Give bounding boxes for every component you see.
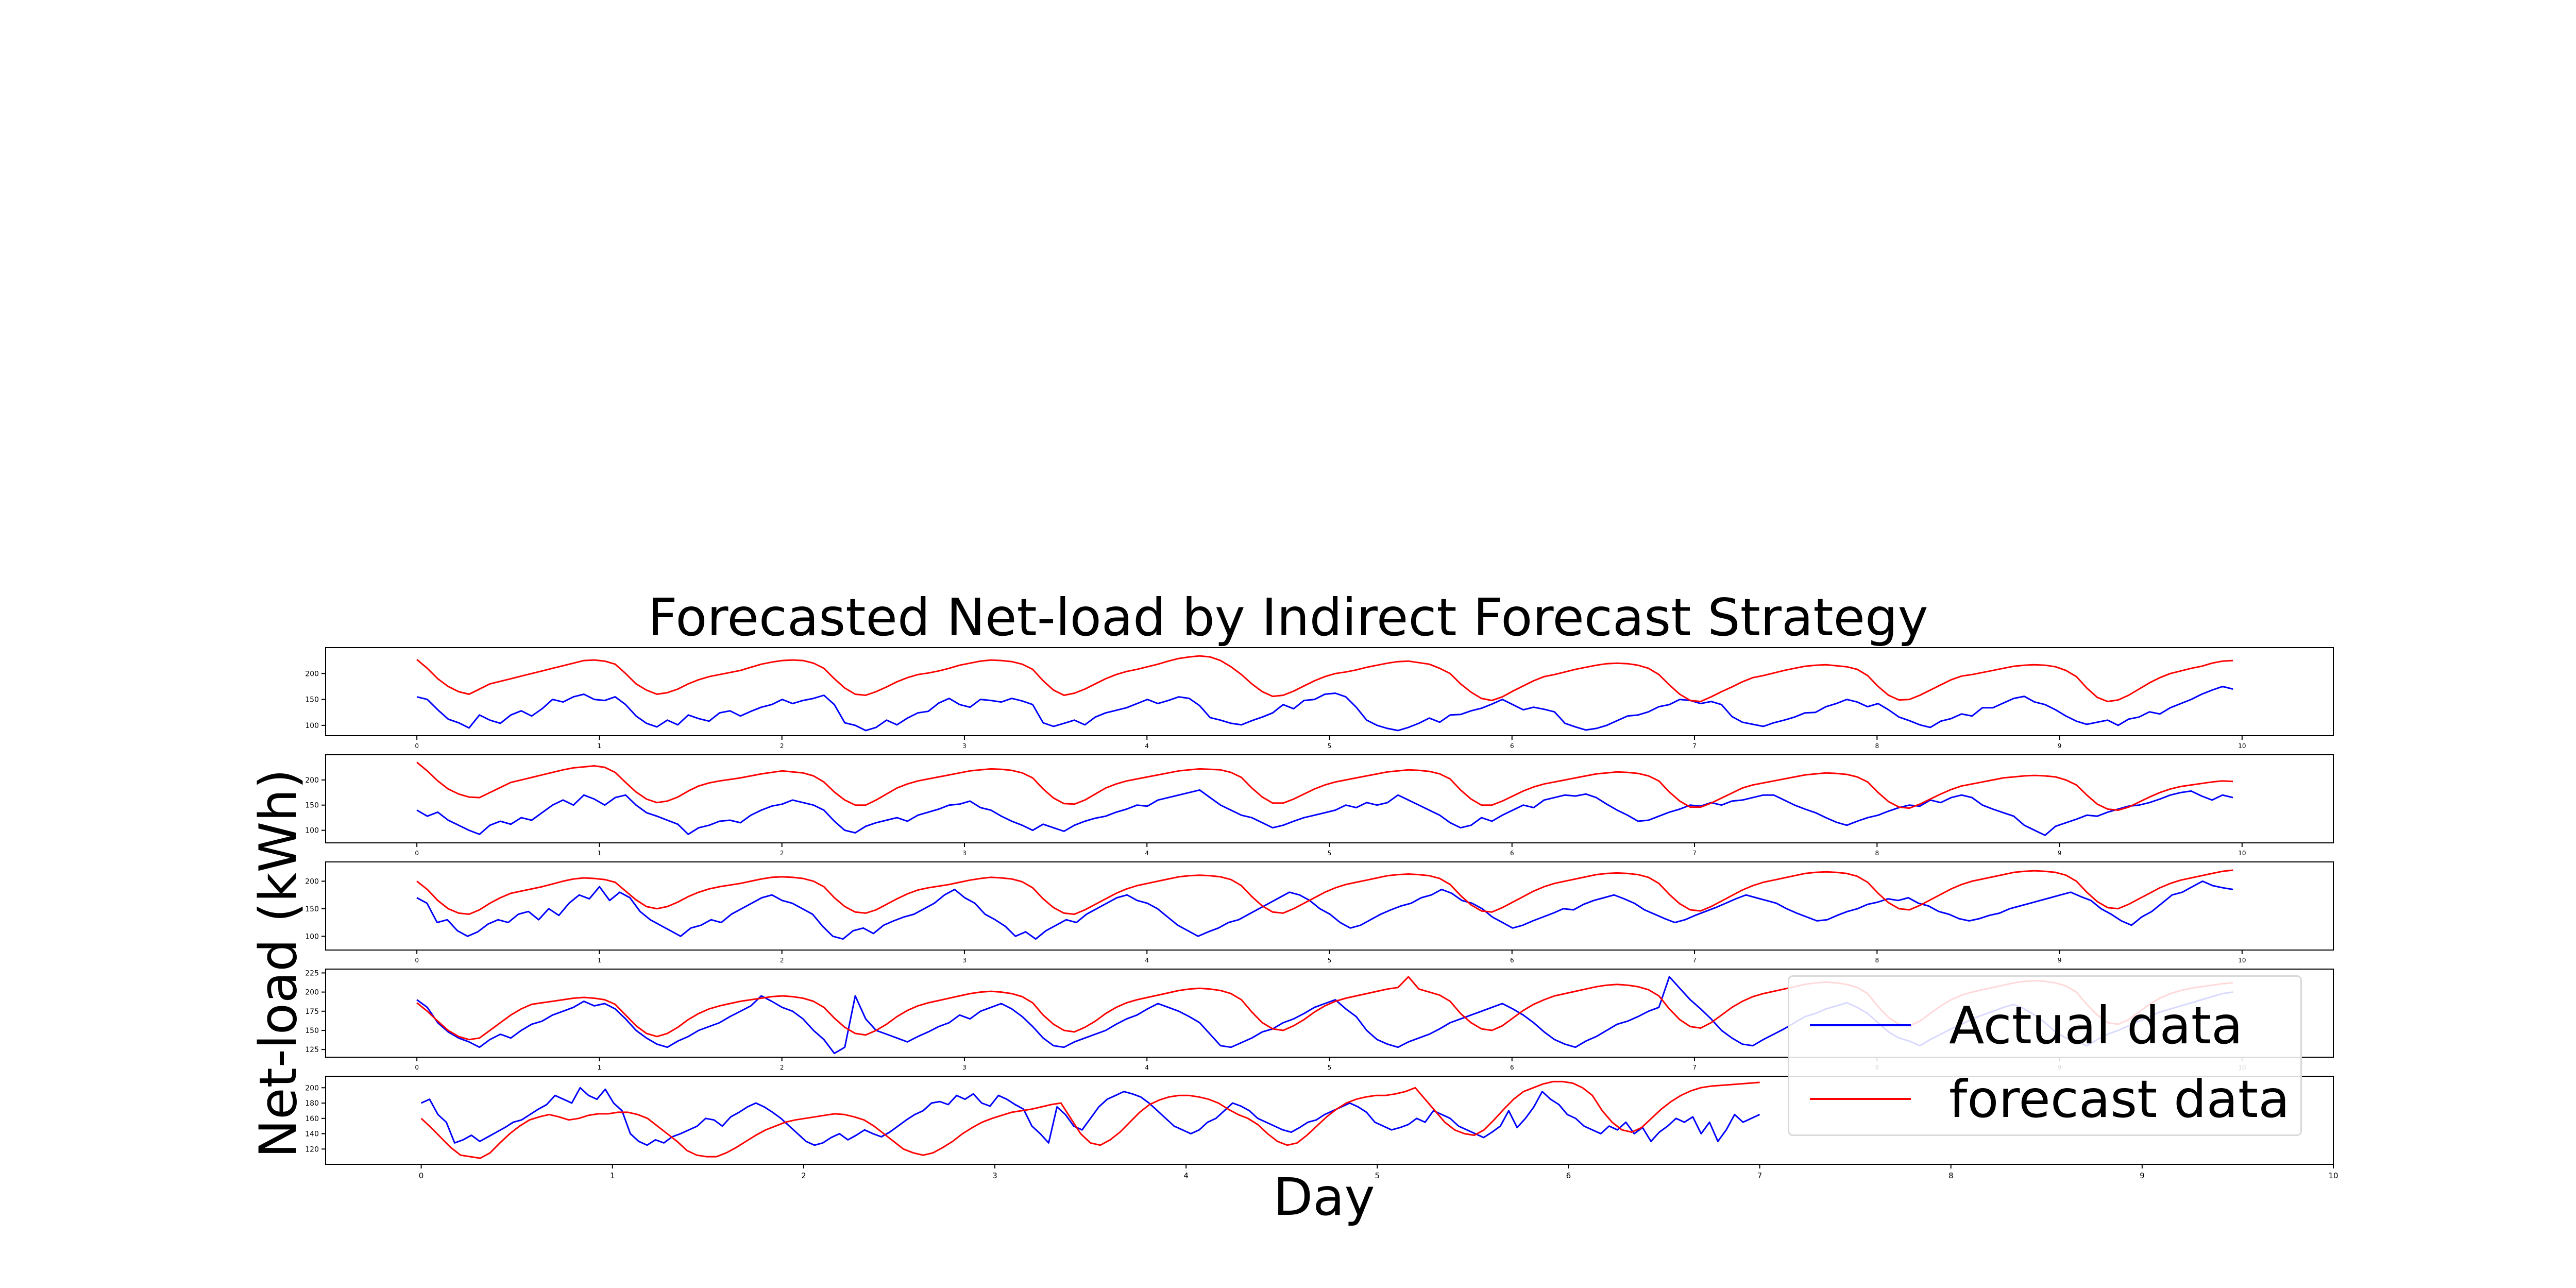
y-tick-label: 100: [305, 827, 319, 835]
x-tick-label: 8: [1948, 1171, 1954, 1180]
x-tick-label: 9: [2058, 850, 2062, 857]
x-tick-label: 5: [1328, 742, 1332, 750]
x-tick-label: 9: [2140, 1171, 2145, 1180]
subplot-frame: [325, 861, 2334, 951]
x-tick-label: 1: [610, 1171, 615, 1180]
x-tick-label: 6: [1510, 742, 1514, 750]
y-tick-label: 120: [305, 1145, 319, 1154]
y-tick-label: 150: [305, 905, 319, 913]
subplot-frame: [325, 647, 2334, 736]
y-tick-label: 200: [305, 776, 319, 785]
x-tick-label: 4: [1145, 850, 1149, 857]
x-tick-label: 6: [1510, 850, 1514, 857]
series-line-actual-data: [416, 789, 2233, 836]
y-tick-label: 100: [305, 722, 319, 730]
series-line-forecast-data: [416, 655, 2233, 703]
x-tick-label: 1: [598, 742, 602, 750]
y-axis-label: Net-load (kWh): [248, 769, 309, 1158]
x-tick-label: 1: [598, 957, 602, 964]
legend-item-forecast: forecast data: [1810, 1069, 2290, 1129]
series-line-actual-data: [416, 685, 2233, 732]
y-tick-label: 200: [305, 670, 319, 678]
y-tick-label: 200: [305, 877, 319, 886]
legend-swatch-actual: [1810, 1024, 1911, 1026]
x-tick-label: 1: [598, 850, 602, 857]
y-tick-label: 125: [305, 1046, 319, 1054]
x-tick-label: 3: [962, 1064, 967, 1071]
x-tick-label: 8: [1875, 742, 1879, 750]
x-tick-label: 3: [962, 742, 967, 750]
y-tick-label: 200: [305, 989, 319, 997]
x-tick-label: 8: [1875, 850, 1879, 857]
x-tick-label: 9: [2058, 742, 2062, 750]
series-line-forecast-data: [416, 869, 2233, 915]
x-tick-label: 6: [1566, 1171, 1571, 1180]
x-tick-label: 5: [1328, 957, 1332, 964]
legend: Actual data forecast data: [1788, 975, 2302, 1136]
x-tick-label: 3: [962, 850, 967, 857]
x-tick-label: 2: [780, 850, 784, 857]
subplot-1: 0 1 2 3 4 5 6 7 8 9 10 100 150 200: [305, 647, 2334, 750]
series-line-actual-data: [416, 880, 2233, 940]
y-tick-label: 160: [305, 1115, 319, 1123]
x-tick-label: 0: [415, 957, 419, 964]
legend-swatch-forecast: [1810, 1098, 1911, 1100]
x-tick-label: 0: [415, 1064, 419, 1071]
series-line-forecast-data: [420, 1080, 1760, 1159]
x-tick-label: 7: [1692, 957, 1697, 964]
x-tick-label: 8: [1875, 957, 1879, 964]
y-tick-label: 180: [305, 1099, 319, 1108]
x-tick-label: 0: [415, 742, 419, 750]
x-tick-label: 7: [1692, 742, 1697, 750]
x-tick-label: 6: [1510, 957, 1514, 964]
x-axis-label: Day: [1273, 1167, 1375, 1227]
y-tick-label: 150: [305, 1027, 319, 1035]
x-tick-label: 4: [1183, 1171, 1189, 1180]
legend-label-forecast: forecast data: [1949, 1069, 2290, 1129]
y-tick-label: 225: [305, 969, 319, 977]
series-line-actual-data: [420, 1087, 1760, 1146]
subplot-2: 0 1 2 3 4 5 6 7 8 9 10 100 150 200: [305, 754, 2334, 857]
x-tick-label: 0: [419, 1171, 424, 1180]
x-tick-label: 1: [598, 1064, 602, 1071]
x-tick-label: 10: [2238, 957, 2246, 964]
x-tick-label: 2: [780, 742, 784, 750]
x-tick-label: 9: [2058, 957, 2062, 964]
y-tick-label: 175: [305, 1008, 319, 1016]
x-tick-label: 5: [1328, 1064, 1332, 1071]
x-tick-label: 2: [780, 957, 784, 964]
subplot-3: 0 1 2 3 4 5 6 7 8 9 10 100 150 200: [305, 861, 2334, 964]
x-tick-label: 4: [1145, 1064, 1149, 1071]
x-tick-label: 6: [1510, 1064, 1514, 1071]
x-tick-label: 2: [801, 1171, 806, 1180]
y-tick-label: 150: [305, 696, 319, 704]
legend-label-actual: Actual data: [1949, 995, 2243, 1056]
y-tick-label: 200: [305, 1084, 319, 1092]
y-tick-label: 100: [305, 933, 319, 941]
x-tick-label: 7: [1692, 850, 1697, 857]
x-tick-label: 4: [1145, 742, 1149, 750]
x-tick-label: 5: [1328, 850, 1332, 857]
chart-title: Forecasted Net-load by Indirect Forecast…: [648, 587, 1928, 648]
x-tick-label: 3: [962, 957, 967, 964]
x-tick-label: 3: [992, 1171, 997, 1180]
x-tick-label: 10: [2238, 850, 2246, 857]
y-tick-label: 140: [305, 1130, 319, 1139]
x-tick-label: 5: [1375, 1171, 1380, 1180]
x-tick-label: 10: [2238, 742, 2246, 750]
x-tick-label: 10: [2328, 1171, 2338, 1180]
subplot-frame: [325, 754, 2334, 843]
x-tick-label: 0: [415, 850, 419, 857]
series-line-forecast-data: [416, 761, 2233, 811]
x-tick-label: 7: [1692, 1064, 1697, 1071]
x-tick-label: 2: [780, 1064, 784, 1071]
x-tick-label: 4: [1145, 957, 1149, 964]
y-tick-label: 150: [305, 802, 319, 810]
x-tick-label: 7: [1757, 1171, 1762, 1180]
legend-item-actual: Actual data: [1810, 997, 2289, 1054]
